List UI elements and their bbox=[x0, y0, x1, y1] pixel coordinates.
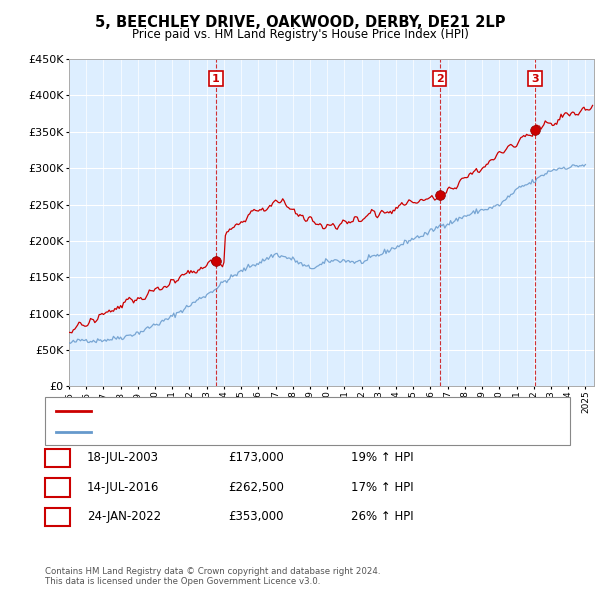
Text: 19% ↑ HPI: 19% ↑ HPI bbox=[351, 451, 413, 464]
Text: 18-JUL-2003: 18-JUL-2003 bbox=[87, 451, 159, 464]
Text: 3: 3 bbox=[53, 510, 62, 523]
Text: 5, BEECHLEY DRIVE, OAKWOOD, DERBY, DE21 2LP: 5, BEECHLEY DRIVE, OAKWOOD, DERBY, DE21 … bbox=[95, 15, 505, 30]
Text: 1: 1 bbox=[212, 74, 220, 84]
Text: 1: 1 bbox=[53, 451, 62, 464]
Text: 24-JAN-2022: 24-JAN-2022 bbox=[87, 510, 161, 523]
Text: Contains HM Land Registry data © Crown copyright and database right 2024.: Contains HM Land Registry data © Crown c… bbox=[45, 567, 380, 576]
Text: 14-JUL-2016: 14-JUL-2016 bbox=[87, 481, 160, 494]
Text: 2: 2 bbox=[53, 481, 62, 494]
Text: 2: 2 bbox=[436, 74, 443, 84]
Text: 26% ↑ HPI: 26% ↑ HPI bbox=[351, 510, 413, 523]
Text: This data is licensed under the Open Government Licence v3.0.: This data is licensed under the Open Gov… bbox=[45, 578, 320, 586]
Text: Price paid vs. HM Land Registry's House Price Index (HPI): Price paid vs. HM Land Registry's House … bbox=[131, 28, 469, 41]
Text: £262,500: £262,500 bbox=[228, 481, 284, 494]
Text: 5, BEECHLEY DRIVE, OAKWOOD, DERBY, DE21 2LP (detached house): 5, BEECHLEY DRIVE, OAKWOOD, DERBY, DE21 … bbox=[97, 405, 454, 415]
Text: 3: 3 bbox=[531, 74, 539, 84]
Text: HPI: Average price, detached house, City of Derby: HPI: Average price, detached house, City… bbox=[97, 427, 358, 437]
Text: £173,000: £173,000 bbox=[228, 451, 284, 464]
Text: 17% ↑ HPI: 17% ↑ HPI bbox=[351, 481, 413, 494]
Text: £353,000: £353,000 bbox=[228, 510, 284, 523]
